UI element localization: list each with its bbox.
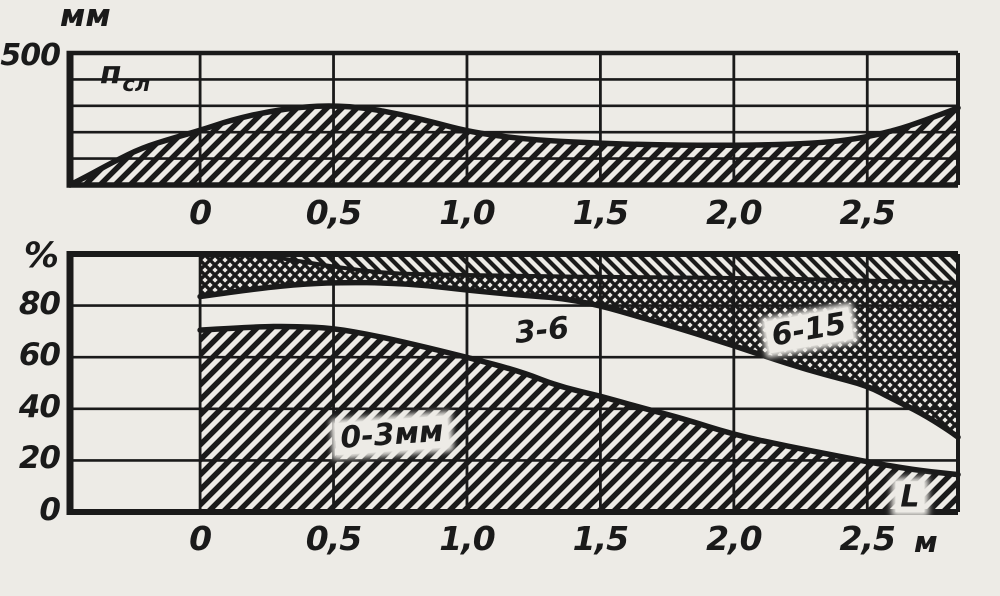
granulometric-composition-y-tick: 20 xyxy=(18,440,61,477)
granulometric-composition-y-tick: 80 xyxy=(18,285,61,322)
layer-depth-profile-x-tick: 1,5 xyxy=(572,193,629,232)
granulometric-composition-x-tick: 1,0 xyxy=(439,519,495,558)
layer-depth-profile-x-tick: 1,0 xyxy=(439,193,495,232)
layer-depth-profile-x-tick: 0,5 xyxy=(305,193,362,232)
curve-label-base: п xyxy=(100,55,123,91)
granulometric-composition-x-tick: 0 xyxy=(189,519,212,558)
granulometric-composition-x-tick: 2,5 xyxy=(839,519,896,558)
layer-depth-profile-x-tick: 2,0 xyxy=(706,193,762,232)
bottom-chart-x-unit: м xyxy=(914,525,938,559)
layer-depth-profile-x-tick: 2,5 xyxy=(839,193,896,232)
granulometric-composition-x-tick: 2,0 xyxy=(706,519,762,558)
top-chart-y-unit: мм xyxy=(60,0,111,34)
curve-label-sub: сл xyxy=(122,72,151,96)
layer-depth-profile-x-tick: 0 xyxy=(189,193,212,232)
layer-depth-profile xyxy=(66,50,961,188)
granulometric-composition xyxy=(66,251,961,515)
top-chart-tick-500: 500 xyxy=(0,38,61,73)
granulometric-composition-x-tick: 1,5 xyxy=(572,519,629,558)
granulometric-composition-y-tick: 60 xyxy=(18,337,61,374)
granulometric-composition-x-tick: 0,5 xyxy=(305,519,362,558)
region-label: L xyxy=(895,481,925,513)
granulometric-composition-y-tick: 0 xyxy=(39,492,61,528)
granulometric-composition-y-tick: 40 xyxy=(18,388,61,425)
bottom-chart-y-unit: % xyxy=(23,236,59,276)
region-label: 0-3мм xyxy=(334,413,450,455)
region-label: 3-6 xyxy=(512,310,571,352)
curve-label-p-sl: псл xyxy=(100,57,150,95)
